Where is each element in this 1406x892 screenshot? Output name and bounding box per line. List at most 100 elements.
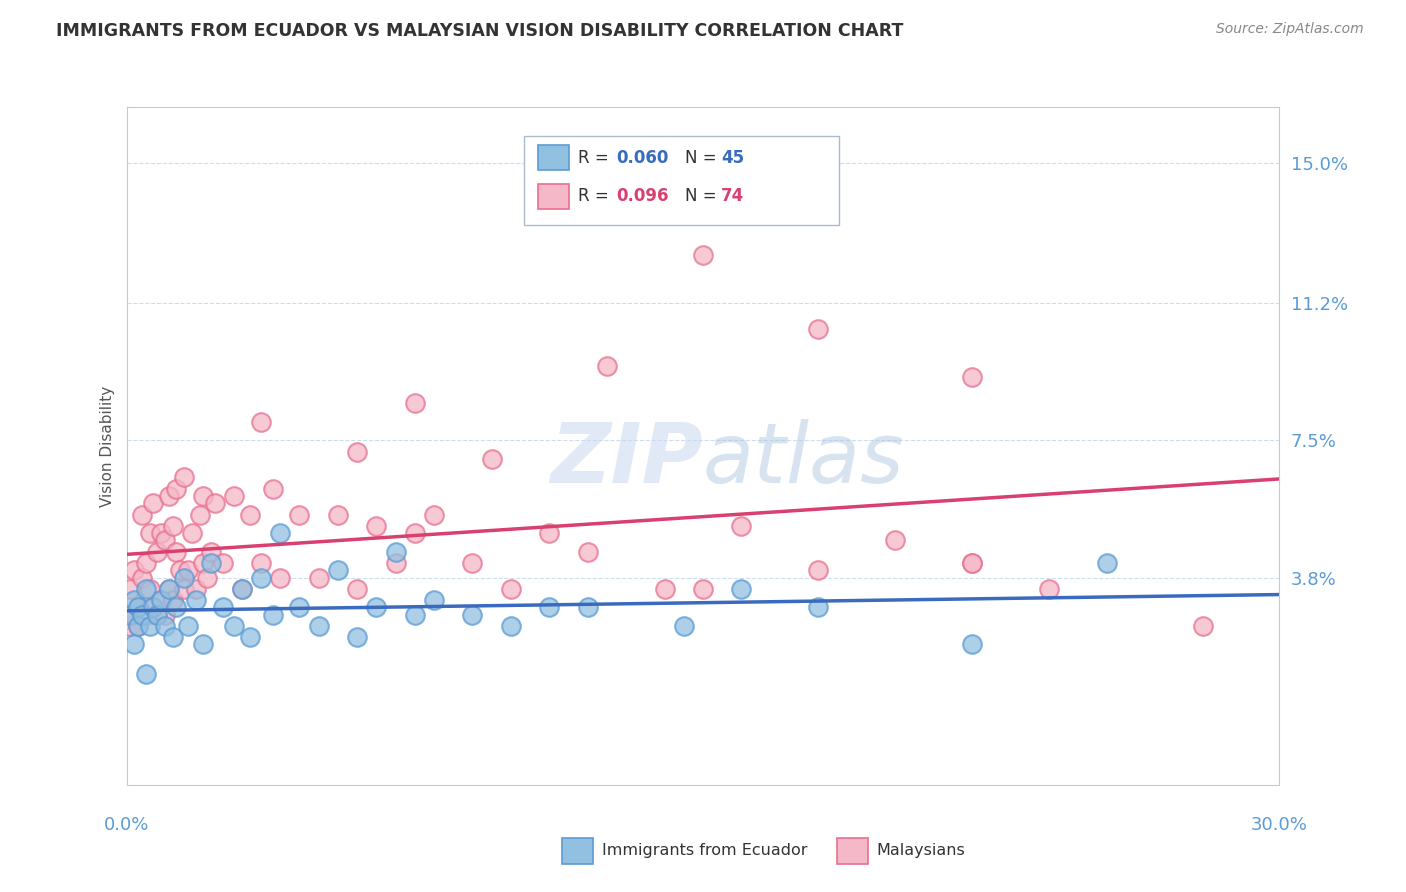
Point [184,582,207,596]
Point [423,508,446,522]
Point [142,496,165,510]
Point [692,248,714,262]
Point [131,508,153,522]
Point [654,582,676,596]
Point [120,607,142,622]
Point [404,396,426,410]
Point [120,582,142,596]
Point [576,544,599,558]
Text: IMMIGRANTS FROM ECUADOR VS MALAYSIAN VISION DISABILITY CORRELATION CHART: IMMIGRANTS FROM ECUADOR VS MALAYSIAN VIS… [56,22,904,40]
Point [127,600,149,615]
Point [166,544,188,558]
Point [162,518,184,533]
Point [366,518,388,533]
Point [538,526,561,541]
Point [960,556,983,570]
Point [231,582,253,596]
Point [135,607,157,622]
Point [308,570,330,584]
Point [269,526,291,541]
Text: 30.0%: 30.0% [1251,816,1308,834]
Point [238,508,260,522]
Point [346,630,368,644]
Point [193,489,215,503]
Point [200,556,222,570]
Point [288,600,311,615]
Point [211,556,233,570]
Point [177,563,200,577]
Point [1095,556,1118,570]
Point [153,533,176,548]
Point [146,607,169,622]
Point [166,482,188,496]
Point [326,563,349,577]
Text: atlas: atlas [703,419,904,500]
Point [262,607,284,622]
Point [960,556,983,570]
Point [153,607,176,622]
Point [173,470,195,484]
Point [384,544,406,558]
Point [499,582,522,596]
Point [250,556,273,570]
Point [730,518,752,533]
Point [224,618,246,632]
Point [131,607,153,622]
Point [672,618,695,632]
Point [146,544,169,558]
Point [807,600,830,615]
Point [384,556,406,570]
Point [596,359,619,374]
Point [153,618,176,632]
Point [224,489,246,503]
Point [346,444,368,458]
Point [231,582,253,596]
Point [238,630,260,644]
Text: N =: N = [685,187,721,205]
Point [404,607,426,622]
Point [1191,618,1213,632]
Y-axis label: Vision Disability: Vision Disability [100,385,115,507]
Point [131,570,153,584]
Point [807,322,830,336]
Point [692,582,714,596]
Point [326,508,349,522]
Point [184,592,207,607]
Point [122,592,145,607]
Point [166,600,188,615]
Point [423,592,446,607]
Point [150,526,173,541]
Point [150,592,173,607]
Point [162,630,184,644]
Point [135,666,157,681]
Point [138,582,160,596]
Point [195,570,218,584]
Text: 45: 45 [721,149,744,167]
Point [200,544,222,558]
Point [188,508,211,522]
Point [193,637,215,651]
Point [122,563,145,577]
Point [461,556,484,570]
Point [127,600,149,615]
Text: N =: N = [685,149,721,167]
Text: R =: R = [578,187,614,205]
Point [366,600,388,615]
Point [211,600,233,615]
Point [730,582,752,596]
Point [146,607,169,622]
Point [142,600,165,615]
Point [884,533,907,548]
Point [173,570,195,584]
Point [250,415,273,429]
Point [960,637,983,651]
Point [135,556,157,570]
Point [138,526,160,541]
Text: R =: R = [578,149,614,167]
Point [1038,582,1060,596]
Point [180,526,202,541]
Text: 0.0%: 0.0% [104,816,149,834]
Point [346,582,368,596]
Point [960,370,983,384]
Point [173,582,195,596]
